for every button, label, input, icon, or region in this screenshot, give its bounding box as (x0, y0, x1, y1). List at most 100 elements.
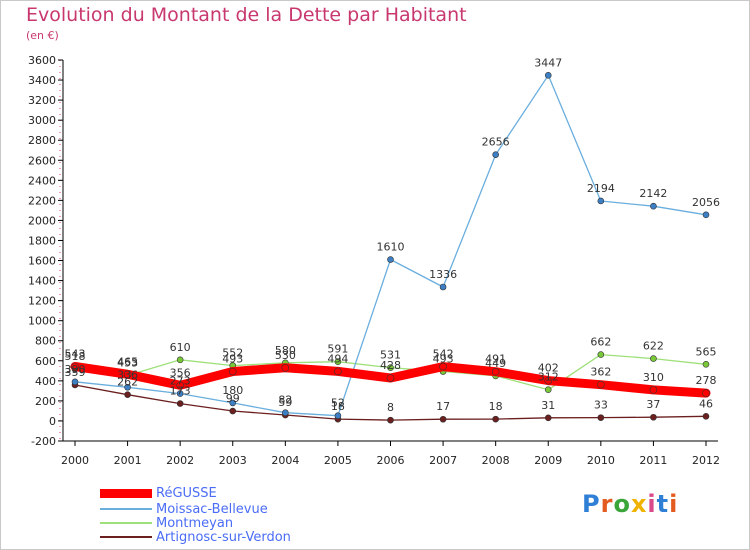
legend-swatch (100, 488, 152, 498)
data-point-r-gusse (702, 389, 710, 397)
data-label-artignosc-sur-verdon: 31 (541, 399, 555, 412)
data-label-moissac-bellevue: 3447 (534, 56, 562, 69)
data-point-artignosc-sur-verdon (387, 416, 394, 424)
y-tick-label: 200 (35, 395, 56, 408)
y-tick-label: 3200 (28, 94, 56, 107)
legend-label: Moissac-Bellevue (156, 501, 268, 517)
data-label-r-gusse: 542 (433, 348, 454, 361)
data-point-montmeyan (387, 364, 394, 372)
y-tick-label: 3000 (28, 114, 56, 127)
logo-letter: o (613, 490, 631, 518)
data-label-r-gusse: 278 (696, 374, 717, 387)
x-tick-label: 2005 (324, 454, 352, 467)
data-label-montmeyan: 493 (433, 353, 454, 366)
legend-item-artignosc-sur-verdon: Artignosc-sur-Verdon (100, 530, 291, 545)
data-point-moissac-bellevue (439, 283, 447, 291)
data-point-artignosc-sur-verdon (650, 413, 657, 421)
x-tick-label: 2004 (271, 454, 299, 467)
data-point-artignosc-sur-verdon (229, 407, 237, 415)
data-label-r-gusse: 543 (65, 348, 86, 361)
data-label-r-gusse: 402 (538, 362, 559, 375)
logo-letter: P (582, 490, 601, 518)
data-label-r-gusse: 428 (380, 359, 401, 372)
data-label-montmeyan: 580 (275, 344, 296, 357)
data-point-montmeyan (650, 355, 657, 362)
y-tick-label: 1400 (28, 275, 56, 288)
data-point-moissac-bellevue (702, 211, 710, 219)
x-tick-label: 2011 (639, 454, 667, 467)
data-point-r-gusse (439, 362, 447, 371)
legend-swatch (100, 508, 152, 510)
data-label-r-gusse: 493 (222, 353, 243, 366)
data-point-montmeyan (544, 386, 552, 393)
x-tick-label: 2000 (61, 454, 89, 467)
data-point-moissac-bellevue (387, 256, 394, 263)
data-point-montmeyan (176, 356, 184, 364)
y-tick-label: 400 (35, 375, 56, 388)
y-tick-label: 1200 (28, 295, 56, 308)
logo-letter: r (600, 490, 614, 518)
y-tick-label: 0 (49, 415, 56, 428)
data-label-montmeyan: 531 (380, 349, 401, 362)
data-point-r-gusse (176, 381, 184, 390)
data-label-montmeyan: 662 (590, 336, 611, 349)
data-label-artignosc-sur-verdon: 46 (699, 397, 713, 410)
data-point-moissac-bellevue (597, 197, 605, 205)
data-label-r-gusse: 356 (170, 366, 191, 379)
logo-letter: i (669, 490, 679, 518)
data-label-artignosc-sur-verdon: 37 (646, 398, 660, 411)
data-point-moissac-bellevue (176, 390, 184, 397)
data-point-moissac-bellevue (544, 72, 552, 79)
chart-unit-label: (en €) (26, 29, 59, 42)
data-point-moissac-bellevue (124, 383, 131, 391)
data-label-moissac-bellevue: 2056 (692, 196, 720, 209)
data-label-moissac-bellevue: 1336 (429, 268, 457, 281)
data-label-moissac-bellevue: 180 (222, 384, 243, 397)
y-tick-label: 600 (35, 355, 56, 368)
data-point-moissac-bellevue (282, 409, 289, 417)
x-tick-label: 2009 (534, 454, 562, 467)
legend-item-moissac-bellevue: Moissac-Bellevue (100, 501, 268, 517)
y-tick-label: 2200 (28, 194, 56, 207)
data-point-r-gusse (71, 362, 79, 371)
data-point-moissac-bellevue (334, 412, 342, 420)
data-label-artignosc-sur-verdon: 262 (117, 376, 138, 389)
data-label-moissac-bellevue: 336 (117, 368, 138, 381)
data-point-artignosc-sur-verdon (597, 414, 605, 421)
data-point-artignosc-sur-verdon (176, 400, 184, 407)
data-point-artignosc-sur-verdon (544, 414, 552, 422)
data-label-r-gusse: 465 (117, 355, 138, 368)
data-label-montmeyan: 591 (327, 343, 348, 356)
data-point-moissac-bellevue (650, 202, 657, 210)
x-tick-label: 2003 (219, 454, 247, 467)
data-label-artignosc-sur-verdon: 99 (226, 392, 240, 405)
data-label-montmeyan: 552 (222, 347, 243, 360)
x-tick-label: 2008 (482, 454, 510, 467)
y-tick-label: 1000 (28, 315, 56, 328)
x-tick-label: 2010 (587, 454, 615, 467)
data-label-montmeyan: 622 (643, 340, 664, 353)
data-label-r-gusse: 494 (327, 352, 348, 365)
data-point-r-gusse (649, 386, 658, 394)
data-label-montmeyan: 518 (65, 350, 86, 363)
data-point-montmeyan (702, 360, 710, 368)
y-tick-label: 2600 (28, 154, 56, 167)
legend-swatch (100, 536, 152, 538)
data-point-artignosc-sur-verdon (439, 415, 447, 423)
data-point-r-gusse (491, 367, 500, 376)
data-label-moissac-bellevue: 2194 (587, 182, 615, 195)
logo-letter: x (630, 490, 648, 518)
data-label-r-gusse: 491 (485, 353, 506, 366)
x-tick-label: 2007 (429, 454, 457, 467)
x-tick-label: 2002 (166, 454, 194, 467)
x-tick-label: 2006 (377, 454, 405, 467)
y-tick-label: 800 (35, 335, 56, 348)
data-label-moissac-bellevue: 390 (65, 363, 86, 376)
data-label-moissac-bellevue: 82 (278, 394, 292, 407)
data-label-moissac-bellevue: 2142 (639, 187, 667, 200)
y-tick-label: 2400 (28, 174, 56, 187)
legend-item-regusse: RéGUSSE (100, 486, 217, 501)
data-point-artignosc-sur-verdon (702, 413, 710, 420)
legend-item-montmeyan: Montmeyan (100, 516, 233, 531)
